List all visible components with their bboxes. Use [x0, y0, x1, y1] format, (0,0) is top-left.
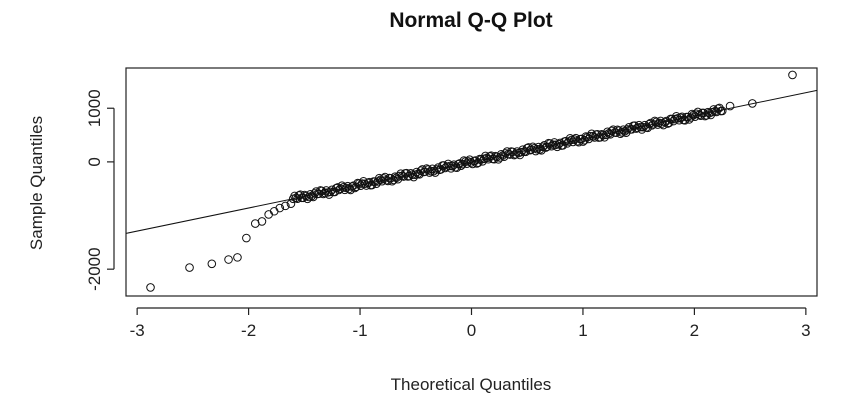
qq-point [286, 199, 296, 209]
qq-point [320, 188, 330, 198]
qq-point [264, 210, 273, 219]
qq-point [409, 172, 419, 182]
x-tick-label: 1 [578, 321, 587, 340]
qq-points [146, 70, 797, 292]
qq-point [395, 171, 404, 181]
x-axis: -3 -2 -1 0 1 2 3 [130, 307, 811, 340]
qq-point [257, 217, 267, 226]
x-axis-label: Theoretical Quantiles [391, 375, 552, 394]
plot-frame [125, 67, 818, 297]
y-tick-label: 0 [85, 157, 104, 166]
qq-point [517, 147, 526, 157]
qq-point [269, 206, 279, 216]
qq-point [637, 125, 647, 134]
qq-point [663, 119, 673, 128]
qq-point [275, 203, 285, 213]
qq-point [281, 201, 290, 211]
qq-point [396, 169, 406, 178]
qq-point [415, 170, 424, 179]
qq-point [233, 253, 242, 262]
qq-point [542, 142, 552, 152]
x-tick-label: 0 [467, 321, 476, 340]
qq-point [207, 259, 217, 269]
qq-point [443, 159, 453, 169]
x-tick-label: 2 [690, 321, 699, 340]
qq-point [521, 147, 530, 157]
qq-point [725, 101, 735, 111]
y-tick-label: -2000 [85, 247, 104, 290]
qq-point [550, 138, 559, 147]
y-axis: -2000 0 1000 [85, 89, 115, 291]
qq-point [669, 116, 678, 126]
qq-point [224, 255, 233, 264]
qq-point [146, 283, 155, 292]
chart-title: Normal Q-Q Plot [389, 9, 552, 32]
qq-point [532, 144, 542, 154]
qq-point [185, 263, 194, 272]
qq-point [502, 147, 512, 156]
qq-point [578, 137, 588, 146]
qq-point [684, 115, 694, 124]
qq-point [580, 135, 589, 145]
x-tick-label: -2 [241, 321, 256, 340]
qq-point [426, 166, 436, 176]
x-tick-label: 3 [801, 321, 810, 340]
qq-point [717, 106, 727, 116]
y-tick-label: 1000 [85, 89, 104, 127]
x-tick-label: -1 [352, 321, 367, 340]
qq-point [303, 194, 312, 204]
qq-point [359, 176, 368, 186]
qq-point [356, 181, 365, 190]
qq-point [242, 233, 251, 243]
x-tick-label: -3 [130, 321, 145, 340]
qq-point [350, 183, 360, 193]
y-axis-label: Sample Quantiles [27, 116, 46, 250]
qq-point [788, 70, 797, 80]
qq-point [748, 99, 757, 108]
